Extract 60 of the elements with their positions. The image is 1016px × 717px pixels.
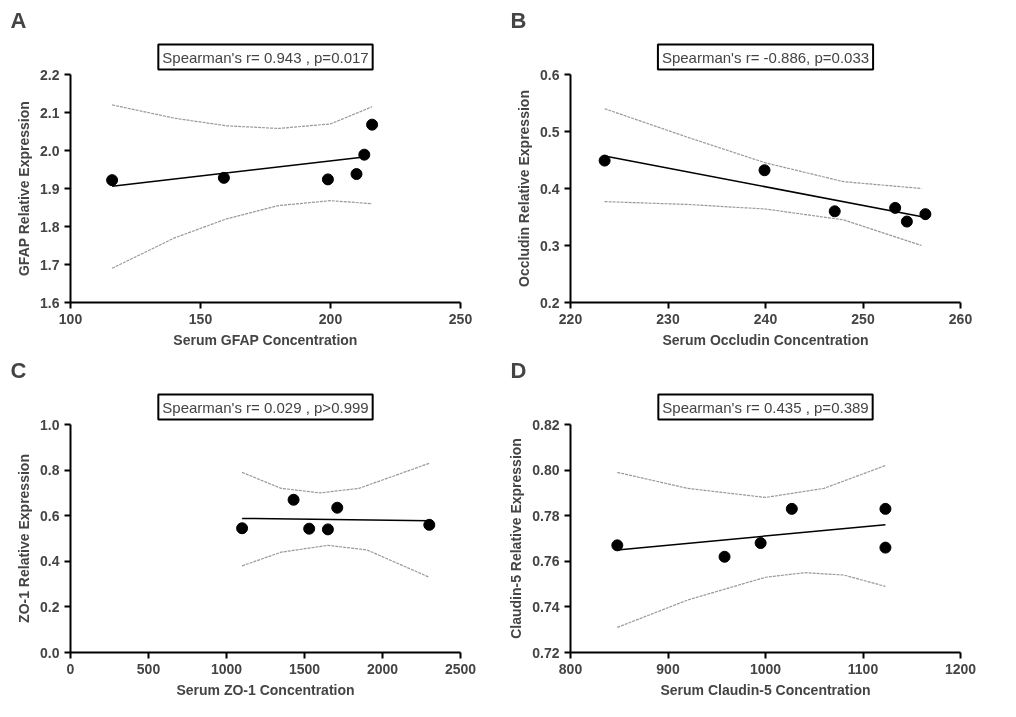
- text: Spearman's r= 0.943 , p=0.017: [162, 48, 369, 66]
- x-tick-label: 900: [656, 660, 680, 677]
- x-tick-label: 0: [66, 660, 75, 677]
- chart-title: C: [10, 357, 27, 383]
- x-tick-label: 100: [58, 310, 83, 327]
- y-tick-label: 1.7: [40, 256, 60, 273]
- y-tick-label: 0.0: [40, 644, 60, 661]
- text: Spearman's r= -0.886, p=0.033: [661, 48, 870, 66]
- x-axis-title: Serum Claudin-5 Concentration: [660, 681, 871, 698]
- x-tick-label: 250: [448, 310, 473, 327]
- y-tick-label: 0.6: [40, 507, 60, 524]
- y-axis-title: ZO-1 Relative Expression: [16, 454, 33, 623]
- x-tick-label: 2500: [444, 660, 477, 677]
- x-tick-label: 1200: [944, 660, 977, 677]
- chart-title: B: [510, 7, 527, 33]
- y-tick-label: 1.8: [40, 218, 60, 235]
- x-tick-label: 2000: [366, 660, 399, 677]
- y-tick-label: 0.72: [532, 644, 560, 661]
- y-tick-label: 0.80: [532, 462, 560, 479]
- y-tick-label: 0.5: [540, 123, 560, 140]
- y-tick-label: 0.78: [532, 507, 560, 524]
- y-tick-label: 0.76: [532, 553, 560, 570]
- x-tick-label: 1100: [847, 660, 879, 677]
- y-tick-label: 0.82: [532, 416, 560, 433]
- y-tick-label: 0.3: [540, 237, 560, 254]
- x-tick-label: 150: [188, 310, 213, 327]
- y-tick-label: 0.2: [540, 294, 560, 311]
- x-tick-label: 220: [558, 310, 583, 327]
- x-tick-label: 250: [851, 310, 875, 327]
- x-tick-label: 1000: [749, 660, 782, 677]
- y-axis-title: Claudin-5 Relative Expression: [508, 438, 525, 639]
- y-tick-label: 1.9: [40, 180, 60, 197]
- x-tick-label: 1000: [210, 660, 243, 677]
- x-tick-label: 240: [753, 310, 778, 327]
- y-tick-label: 1.0: [40, 416, 60, 433]
- x-tick-label: 1500: [288, 660, 321, 677]
- x-tick-label: 800: [558, 660, 583, 677]
- y-tick-label: 2.0: [40, 142, 60, 159]
- x-tick-label: 200: [318, 310, 343, 327]
- y-tick-label: 0.4: [540, 180, 560, 197]
- x-tick-label: 260: [948, 310, 973, 327]
- y-tick-label: 2.1: [40, 104, 60, 121]
- x-axis-title: Serum Occludin Concentration: [662, 331, 869, 348]
- chart-title: D: [510, 357, 527, 383]
- x-axis-title: Serum ZO-1 Concentration: [176, 681, 355, 698]
- x-tick-label: 500: [136, 660, 161, 677]
- x-tick-label: 230: [656, 310, 680, 327]
- y-tick-label: 0.6: [540, 66, 560, 83]
- y-tick-label: 0.2: [40, 598, 60, 615]
- text: Spearman's r= 0.435 , p=0.389: [662, 398, 869, 416]
- y-axis-title: GFAP Relative Expression: [16, 101, 33, 277]
- chart-title: A: [10, 7, 27, 33]
- text: Spearman's r= 0.029 , p>0.999: [162, 398, 369, 416]
- y-tick-label: 0.8: [40, 462, 60, 479]
- y-axis-title: Occludin Relative Expression: [516, 90, 533, 287]
- y-tick-label: 1.6: [40, 294, 60, 311]
- y-tick-label: 0.74: [532, 598, 560, 615]
- y-tick-label: 0.4: [40, 553, 60, 570]
- x-axis-title: Serum GFAP Concentration: [173, 331, 358, 348]
- y-tick-label: 2.2: [40, 66, 60, 83]
